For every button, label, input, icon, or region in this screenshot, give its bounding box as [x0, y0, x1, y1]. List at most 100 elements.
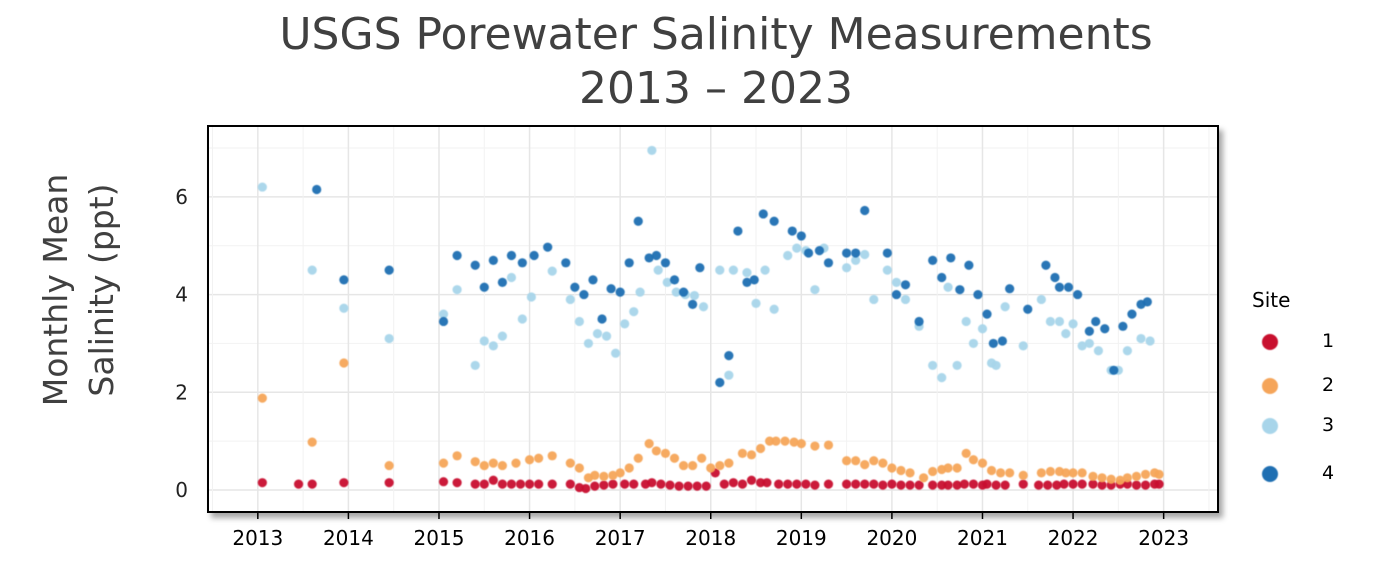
data-point-site-2: [574, 463, 584, 473]
data-point-site-1: [959, 479, 969, 489]
data-point-site-2: [1115, 475, 1125, 485]
data-point-site-1: [1018, 479, 1028, 489]
data-point-site-3: [339, 303, 349, 313]
data-point-site-2: [633, 453, 643, 463]
data-point-site-1: [1154, 479, 1164, 489]
data-point-site-4: [438, 316, 449, 327]
data-point-site-1: [647, 478, 657, 488]
data-point-site-1: [683, 481, 693, 491]
data-point-site-2: [737, 448, 748, 458]
data-point-site-2: [1068, 468, 1078, 478]
data-point-site-2: [624, 463, 634, 473]
data-point-site-3: [769, 304, 779, 314]
data-point-site-3: [384, 333, 394, 344]
data-point-site-3: [611, 348, 621, 358]
data-point-site-3: [1122, 346, 1133, 356]
data-point-site-1: [692, 481, 702, 491]
data-point-site-1: [1043, 480, 1053, 490]
data-point-site-3: [671, 287, 681, 297]
data-point-site-2: [842, 456, 852, 466]
data-point-site-3: [1093, 346, 1104, 356]
data-point-site-4: [1142, 297, 1152, 307]
data-point-site-2: [919, 473, 929, 483]
data-points: [257, 145, 1164, 494]
data-point-site-2: [771, 436, 781, 446]
data-point-site-4: [651, 250, 661, 261]
data-point-site-2: [1005, 468, 1015, 478]
data-point-site-2: [765, 436, 775, 446]
data-point-site-4: [1072, 289, 1083, 300]
data-point-site-2: [896, 465, 906, 476]
data-point-site-1: [1000, 480, 1010, 490]
data-point-site-4: [678, 287, 689, 297]
legend-label: 2: [1322, 374, 1335, 396]
data-point-site-1: [656, 479, 666, 489]
data-point-site-2: [470, 457, 480, 467]
data-point-site-1: [293, 479, 304, 489]
data-point-site-3: [601, 331, 612, 341]
data-point-site-2: [1154, 469, 1164, 479]
data-point-site-3: [724, 370, 734, 380]
data-point-site-3: [1054, 316, 1065, 327]
data-point-site-3: [882, 265, 892, 275]
data-point-site-3: [851, 255, 861, 265]
data-point-site-2: [869, 456, 879, 466]
data-point-site-1: [774, 479, 784, 489]
data-point-site-4: [606, 284, 616, 294]
x-tick-label: 2017: [595, 526, 646, 550]
data-point-site-2: [968, 455, 979, 465]
series-site-1: [257, 468, 1164, 494]
data-point-site-1: [943, 480, 953, 490]
data-point-site-4: [1127, 309, 1137, 319]
data-point-site-3: [565, 294, 575, 305]
data-point-site-2: [724, 458, 734, 468]
data-point-site-4: [928, 255, 938, 265]
legend-item-site-3: 3: [1262, 414, 1352, 438]
data-point-site-2: [615, 468, 625, 478]
legend-swatch: [1262, 418, 1278, 434]
data-point-site-4: [891, 289, 902, 300]
data-point-site-3: [860, 249, 870, 260]
x-tick-label: 2022: [1048, 526, 1099, 550]
data-point-site-1: [665, 480, 675, 490]
data-point-site-3: [479, 336, 489, 346]
data-point-site-4: [733, 226, 743, 236]
data-point-site-4: [1100, 324, 1110, 334]
data-point-site-3: [1136, 333, 1146, 344]
data-point-site-3: [698, 302, 709, 312]
data-point-site-1: [515, 479, 526, 489]
data-point-site-4: [1091, 316, 1101, 327]
data-point-site-2: [651, 446, 661, 456]
data-point-site-2: [1106, 474, 1116, 484]
data-point-site-4: [615, 287, 625, 297]
data-point-site-3: [891, 277, 902, 287]
data-point-site-4: [900, 280, 911, 290]
data-point-site-1: [307, 479, 317, 489]
data-point-site-1: [384, 478, 394, 488]
plot-panel: [207, 125, 1219, 513]
data-point-site-2: [307, 437, 317, 447]
data-point-site-1: [728, 478, 738, 488]
data-point-site-4: [842, 248, 852, 258]
data-point-site-2: [996, 468, 1006, 478]
legend-label: 4: [1322, 462, 1335, 484]
data-point-site-3: [257, 182, 267, 192]
data-point-site-4: [973, 289, 983, 300]
data-point-site-2: [780, 436, 790, 446]
data-point-site-1: [842, 479, 852, 489]
data-point-site-1: [719, 479, 729, 489]
data-point-site-2: [887, 463, 897, 473]
data-point-site-4: [624, 258, 634, 268]
data-point-site-3: [488, 341, 498, 351]
data-point-site-1: [599, 480, 609, 490]
data-point-site-4: [597, 314, 607, 324]
y-tick-label: 6: [175, 185, 188, 209]
data-point-site-4: [497, 277, 507, 287]
data-point-site-1: [479, 479, 489, 489]
data-point-site-2: [715, 460, 725, 471]
data-point-site-3: [961, 316, 971, 327]
legend-item-site-2: 2: [1262, 374, 1352, 398]
data-point-site-2: [789, 437, 799, 447]
data-point-site-4: [946, 253, 956, 263]
